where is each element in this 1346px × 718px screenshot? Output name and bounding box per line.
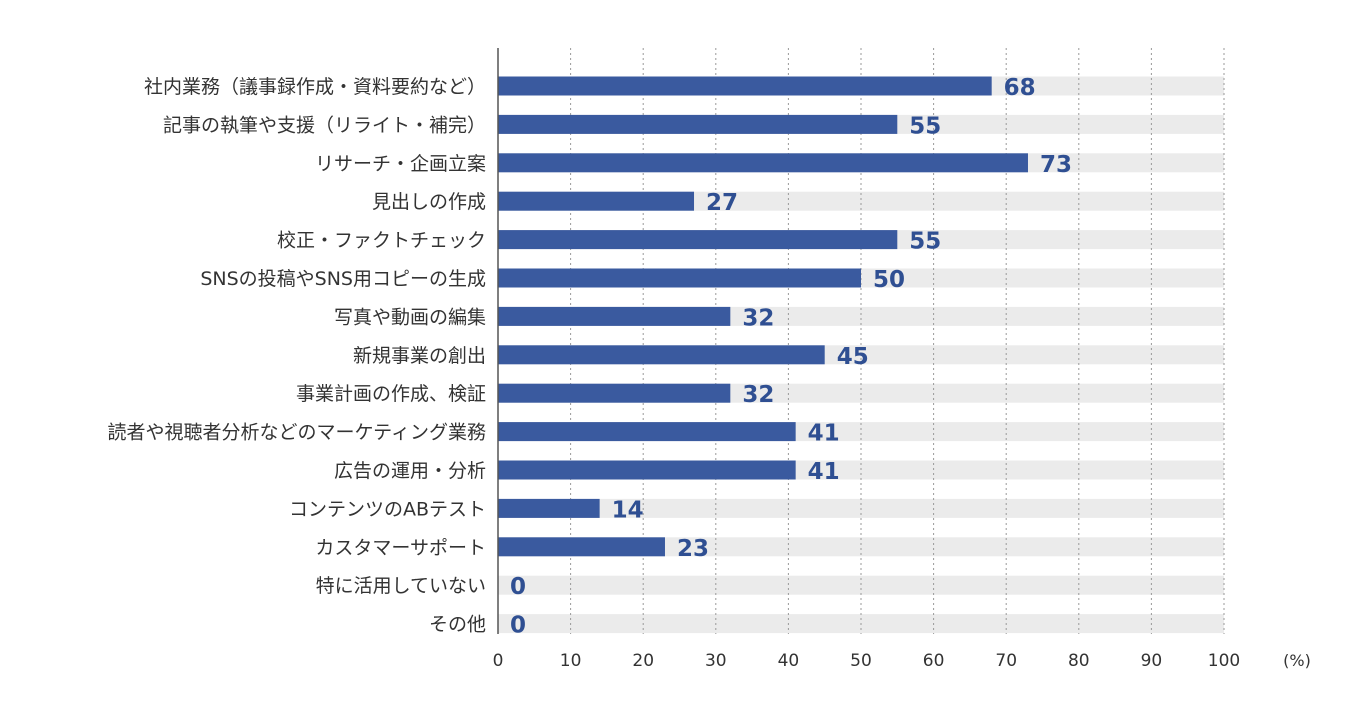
x-tick-label: 20: [632, 651, 654, 671]
value-label: 55: [909, 113, 941, 139]
category-label: 事業計画の作成、検証: [296, 383, 486, 405]
bars: [498, 76, 1028, 557]
category-label: 見出しの作成: [372, 191, 486, 213]
category-label: 広告の運用・分析: [334, 460, 486, 482]
bar: [498, 153, 1028, 173]
category-label: コンテンツのABテスト: [289, 498, 486, 520]
x-tick-label: 30: [705, 651, 727, 671]
value-label: 32: [742, 305, 774, 331]
bar: [498, 76, 992, 96]
bar-track: [498, 537, 1224, 557]
bar: [498, 345, 825, 365]
value-label: 73: [1040, 152, 1072, 178]
x-tick-labels: 0 10 20 30 40 50 60 70 80 90 100: [493, 651, 1241, 671]
category-label: カスタマーサポート: [315, 537, 486, 559]
bar: [498, 422, 796, 442]
x-tick-label: 40: [778, 651, 800, 671]
value-label: 50: [873, 267, 905, 293]
x-tick-label: 10: [560, 651, 582, 671]
x-tick-label: 0: [493, 651, 504, 671]
category-label: 新規事業の創出: [353, 345, 486, 367]
category-label: 特に活用していない: [316, 575, 486, 597]
bar: [498, 537, 665, 557]
bar: [498, 114, 898, 134]
category-label: 記事の執筆や支援（リライト・補完）: [163, 114, 486, 136]
x-tick-label: 90: [1141, 651, 1163, 671]
category-label: その他: [429, 614, 486, 636]
category-label: SNSの投稿やSNS用コピーの生成: [200, 268, 486, 290]
bar: [498, 268, 861, 288]
x-tick-label: 80: [1068, 651, 1090, 671]
category-label: 校正・ファクトチェック: [277, 230, 486, 252]
bar: [498, 383, 731, 403]
value-label: 0: [510, 613, 526, 639]
value-label: 27: [706, 190, 738, 216]
x-tick-label: 100: [1208, 651, 1240, 671]
x-tick-label: 60: [923, 651, 945, 671]
value-label: 45: [837, 344, 869, 370]
bar: [498, 306, 731, 326]
category-label: 社内業務（議事録作成・資料要約など）: [144, 76, 486, 98]
category-label: リサーチ・企画立案: [315, 153, 486, 175]
x-tick-label: 50: [850, 651, 872, 671]
bar: [498, 191, 695, 211]
value-label: 41: [808, 421, 840, 447]
bar-track: [498, 575, 1224, 595]
value-label: 68: [1004, 75, 1036, 101]
x-unit-label: (%): [1283, 651, 1311, 670]
value-label: 32: [742, 382, 774, 408]
category-labels: 社内業務（議事録作成・資料要約など） 記事の執筆や支援（リライト・補完） リサーチ・…: [108, 76, 486, 636]
value-label: 41: [808, 459, 840, 485]
value-label: 23: [677, 536, 709, 562]
bar: [498, 230, 898, 250]
value-label: 0: [510, 574, 526, 600]
bar: [498, 460, 796, 480]
value-label: 14: [612, 497, 644, 523]
category-label: 写真や動画の編集: [334, 306, 486, 328]
category-label: 読者や視聴者分析などのマーケティング業務: [108, 422, 486, 444]
bar: [498, 498, 600, 518]
value-label: 55: [909, 229, 941, 255]
x-tick-label: 70: [995, 651, 1017, 671]
